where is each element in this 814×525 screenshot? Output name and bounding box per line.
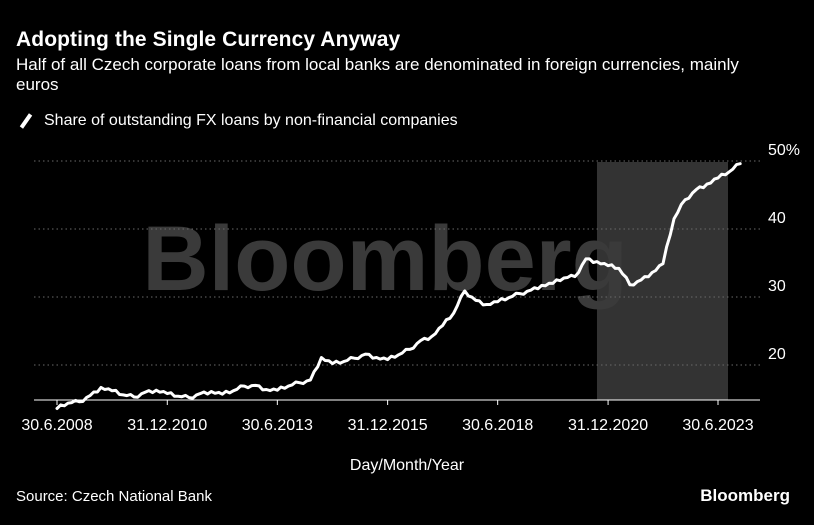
x-tick-label: 30.6.2018	[462, 417, 533, 434]
legend: Share of outstanding FX loans by non-fin…	[16, 111, 458, 131]
y-tick-label: 50%	[768, 142, 800, 159]
y-tick-label: 30	[768, 278, 786, 295]
x-tick-label: 31.12.2020	[568, 417, 648, 434]
source-note: Source: Czech National Bank	[16, 488, 212, 505]
shaded-period	[596, 162, 728, 400]
series-line	[55, 162, 742, 410]
y-tick-label: 20	[768, 346, 786, 363]
x-tick-label: 30.6.2008	[21, 417, 92, 434]
gridlines: 20 30 40 50%	[34, 142, 800, 366]
x-tick-label: 31.12.2015	[348, 417, 428, 434]
x-tick-label: 30.6.2013	[242, 417, 313, 434]
x-axis-label: Day/Month/Year	[350, 457, 465, 474]
chart-title: Adopting the Single Currency Anyway	[16, 28, 401, 51]
bloomberg-watermark: Bloomberg	[142, 208, 628, 310]
legend-label: Share of outstanding FX loans by non-fin…	[44, 112, 458, 129]
series-layer	[55, 162, 742, 410]
bloomberg-logo: Bloomberg	[700, 486, 790, 505]
y-tick-label: 40	[768, 210, 786, 227]
x-tick-label: 31.12.2010	[127, 417, 207, 434]
chart-subtitle: Half of all Czech corporate loans from l…	[16, 55, 739, 94]
shaded-period-layer	[596, 162, 728, 400]
axes: 30.6.2008 31.12.2010 30.6.2013 31.12.2015 30…	[21, 399, 760, 434]
x-tick-label: 30.6.2023	[682, 417, 753, 434]
